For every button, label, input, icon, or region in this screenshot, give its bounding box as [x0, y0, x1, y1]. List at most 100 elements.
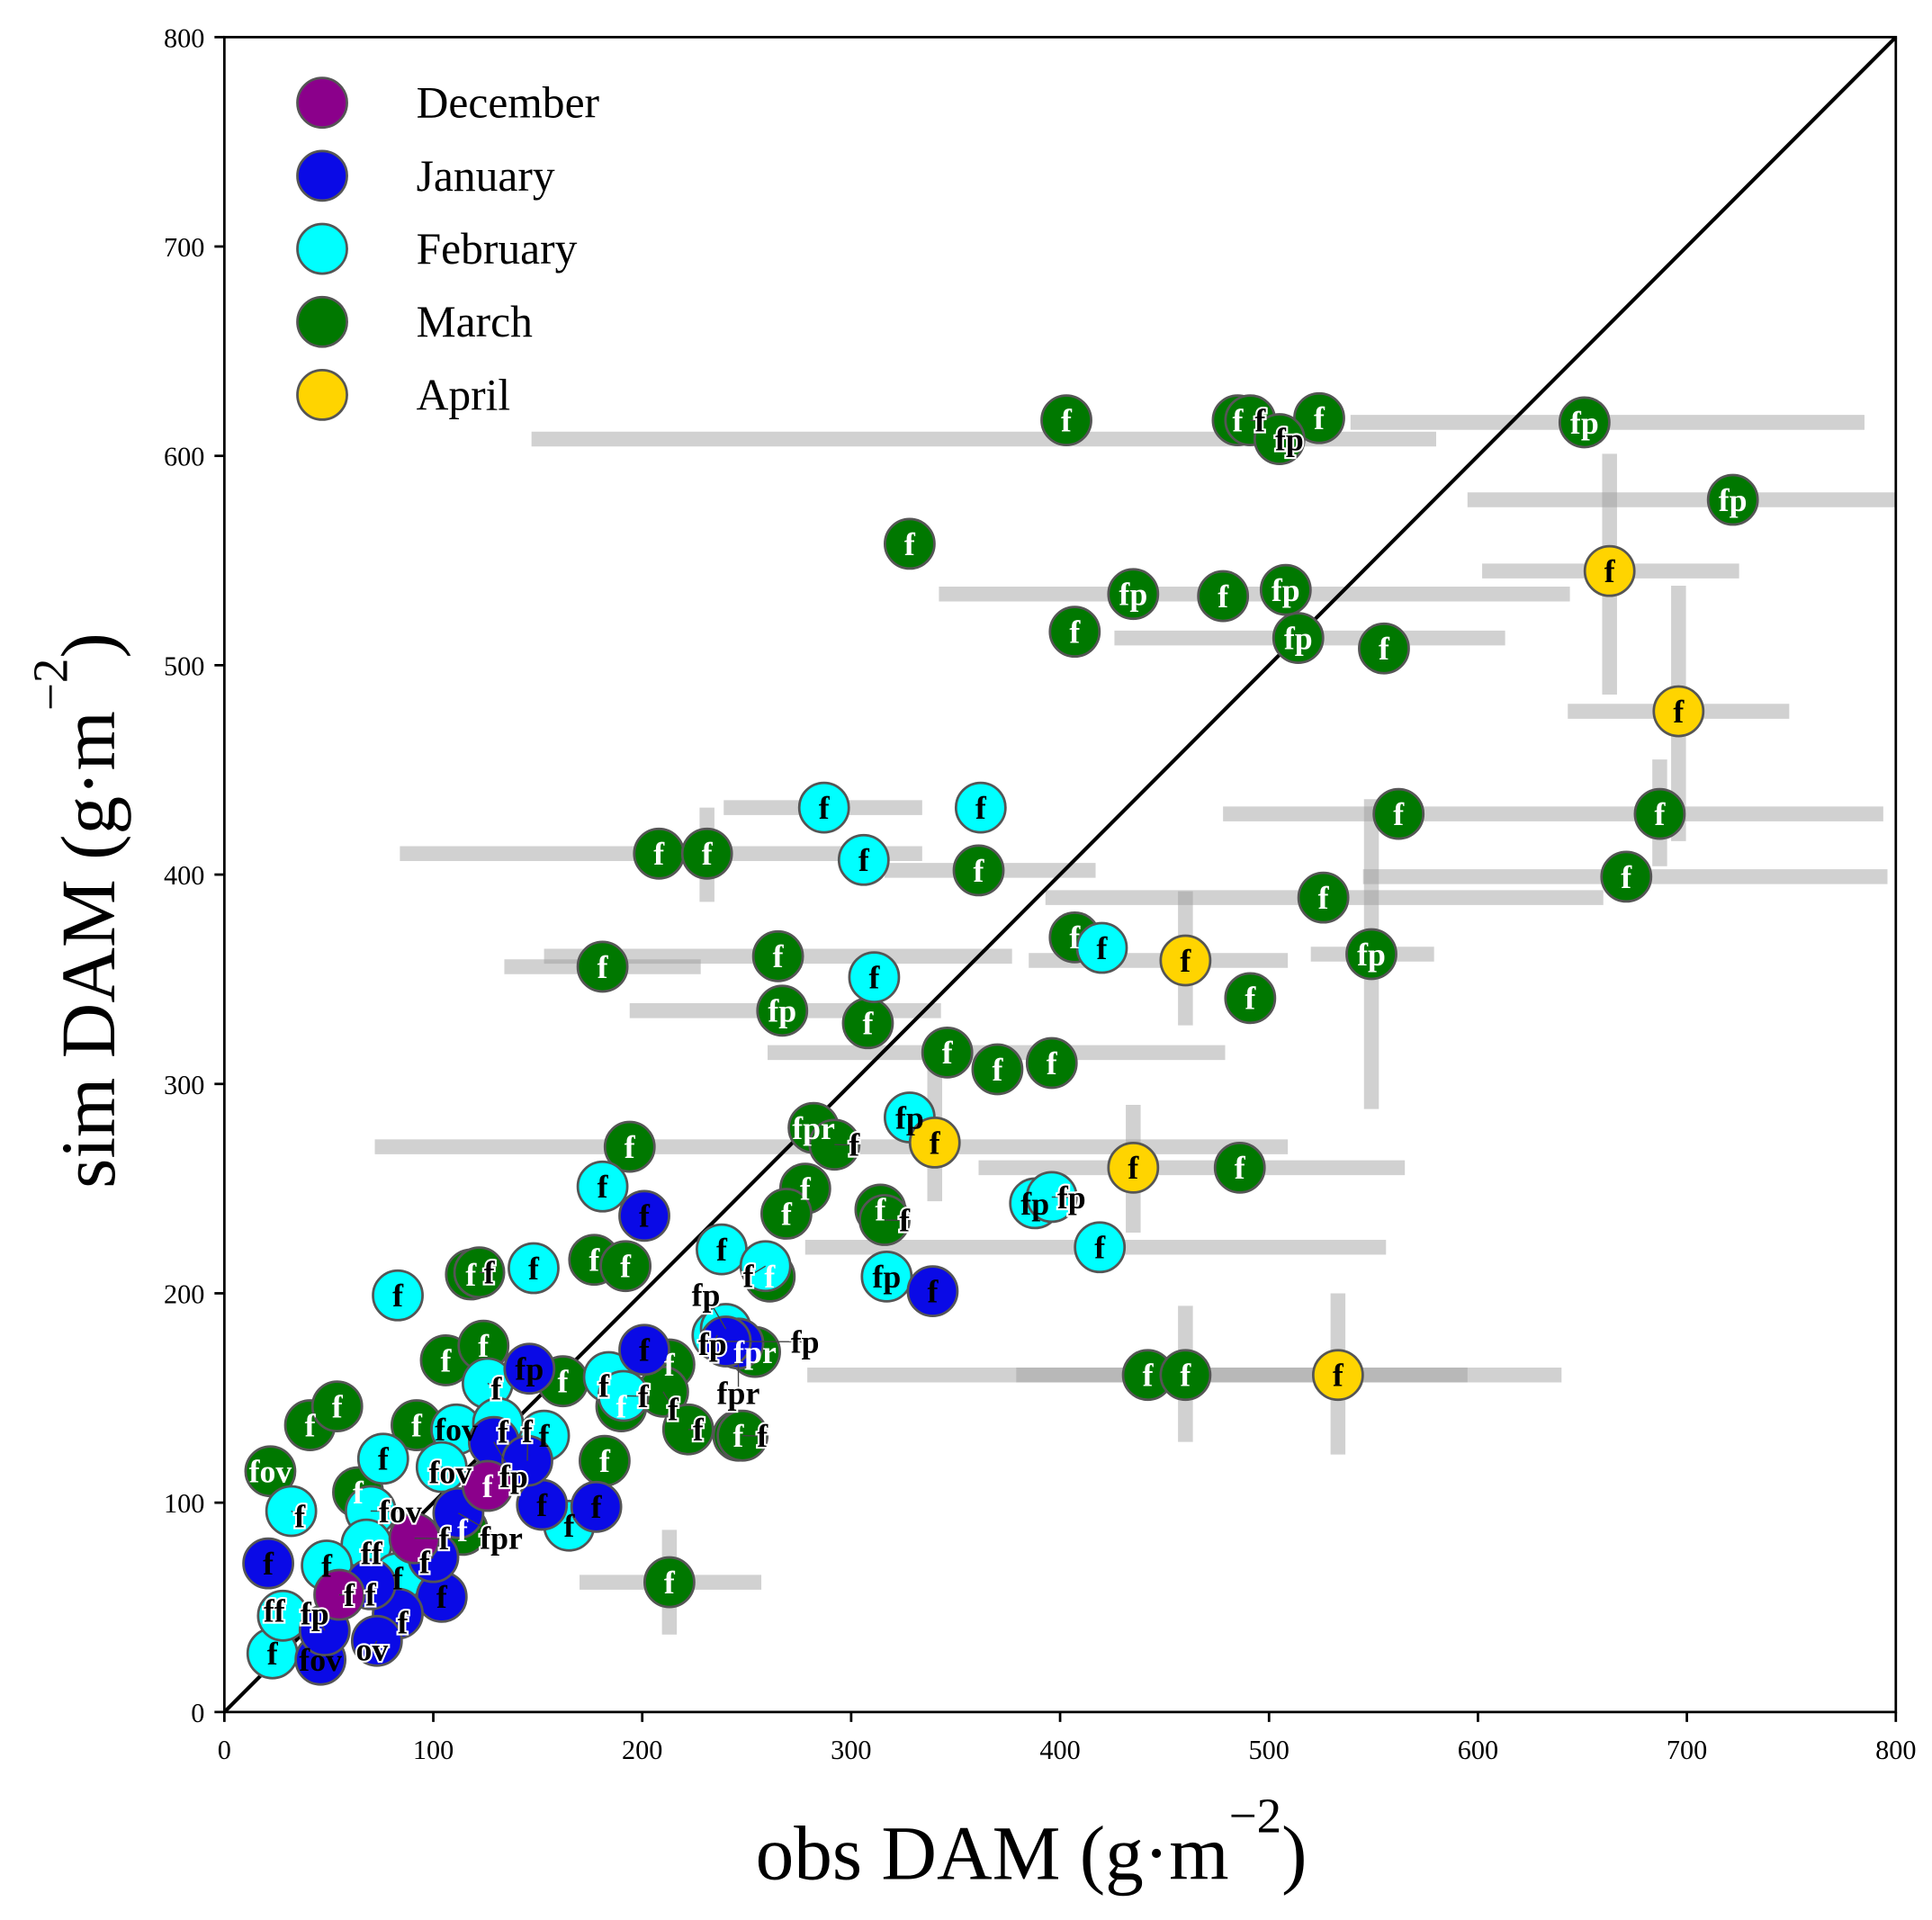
point-label-march: fp [1119, 577, 1147, 613]
y-tick-label: 300 [164, 1070, 204, 1100]
point-label-march: f [1180, 1358, 1191, 1394]
point-label-february: f [868, 959, 880, 995]
point-label-march: fp [768, 993, 796, 1029]
y-tick-label: 100 [164, 1488, 204, 1519]
point-label-march: fpr [792, 1110, 835, 1146]
point-label-february: f [598, 1368, 610, 1404]
point-label-february: fp [895, 1099, 924, 1135]
x-axis-label-close: ) [1281, 1812, 1307, 1897]
point-label-february: f [1094, 1230, 1106, 1266]
point-label-february: f [638, 1378, 650, 1414]
point-marker-march [1213, 1141, 1266, 1194]
point-label-february: fp [698, 1326, 727, 1362]
y-tick-label: 200 [164, 1279, 204, 1309]
x-tick-label: 300 [831, 1735, 871, 1765]
point-label-march: f [904, 526, 916, 562]
point-marker-march [921, 1026, 974, 1079]
point-label-february: f [378, 1441, 390, 1477]
point-marker-march [1025, 1036, 1078, 1090]
point-marker-december [461, 1459, 514, 1512]
x-axis-label: obs DAM (g·m−2) [756, 1788, 1307, 1896]
point-label-march: f [702, 836, 714, 872]
point-label-february: f [858, 842, 870, 878]
point-label-march: f [1318, 880, 1330, 916]
point-label-march: f [305, 1407, 317, 1443]
point-marker-march [1107, 568, 1160, 621]
point-label-january: f [522, 1413, 534, 1449]
point-marker-march [952, 844, 1005, 897]
point-marker-march [1372, 787, 1425, 840]
point-label-january: f [365, 1576, 377, 1612]
legend-marker-february [296, 222, 348, 275]
point-label-february: f [294, 1498, 306, 1534]
point-label-february: f [528, 1251, 540, 1287]
point-label-february: fp [1020, 1186, 1049, 1222]
point-marker-march [1558, 396, 1611, 449]
point-marker-march [1706, 473, 1759, 526]
point-label-march: f [332, 1388, 344, 1424]
point-label-february: fov [429, 1454, 472, 1490]
y-axis-label-text: sim DAM (g·m [47, 711, 131, 1189]
point-marker-january [242, 1537, 294, 1590]
point-marker-march [858, 1194, 911, 1246]
point-label-march: f [353, 1475, 364, 1511]
point-label-february: f [267, 1636, 279, 1672]
point-marker-march [680, 827, 733, 880]
point-marker-april [1159, 934, 1212, 987]
y-axis-label-exponent: −2 [23, 659, 78, 712]
point-marker-february [1074, 1221, 1127, 1274]
point-label-march: f [1235, 1150, 1246, 1186]
point-label-march: fpr [733, 1334, 777, 1370]
y-tick-label: 0 [191, 1698, 204, 1728]
point-marker-february [508, 1242, 560, 1295]
point-label-february: f [392, 1560, 404, 1596]
point-label-december: f [482, 1468, 494, 1504]
point-label-february: f [498, 1414, 509, 1450]
label-leader-line [441, 1467, 451, 1474]
label-leader-line [662, 1391, 675, 1410]
point-label-february: fp [872, 1259, 901, 1295]
point-label-march: fp [1719, 482, 1748, 518]
x-tick-label: 100 [413, 1735, 454, 1765]
point-label-march: f [599, 1443, 611, 1479]
point-label-march: f [773, 938, 785, 974]
point-label-march: f [1061, 402, 1073, 438]
point-marker-march [1345, 928, 1397, 981]
point-label-february: f [819, 790, 831, 826]
point-marker-march [808, 1118, 861, 1171]
point-marker-february [372, 1269, 424, 1322]
point-label-march: f [899, 1202, 911, 1238]
point-marker-march [1040, 394, 1092, 447]
x-tick-label: 400 [1039, 1735, 1080, 1765]
point-marker-march [576, 940, 629, 993]
legend-label-march: March [417, 297, 533, 346]
point-marker-march [1224, 972, 1277, 1025]
point-label-march: fp [1275, 421, 1304, 457]
point-label-march: f [465, 1257, 477, 1293]
point-label-february: f [563, 1508, 575, 1544]
point-label-january: f [927, 1274, 939, 1310]
label-leader-line [705, 1294, 727, 1330]
point-marker-march [643, 1556, 696, 1609]
point-label-march: f [411, 1407, 423, 1443]
label-leader-line [425, 1557, 434, 1564]
point-label-march: f [1314, 400, 1325, 436]
point-label-december: f [344, 1577, 355, 1613]
point-label-march: f [875, 1192, 886, 1228]
point-label-march: f [1232, 402, 1244, 438]
point-label-march: f [1218, 579, 1229, 615]
point-label-february: f [392, 1278, 404, 1314]
point-marker-march [756, 984, 809, 1037]
x-tick-label: 800 [1875, 1735, 1916, 1765]
point-label-march: f [1069, 615, 1081, 650]
point-label-january: fpr [480, 1521, 523, 1557]
label-leader-line [274, 1610, 283, 1617]
point-marker-february [739, 1240, 792, 1293]
point-label-january: f [639, 1332, 651, 1368]
point-label-march: f [1654, 796, 1666, 832]
point-marker-february [848, 951, 901, 1003]
point-marker-march [1358, 622, 1410, 675]
point-label-march: fp [1272, 572, 1300, 608]
point-label-february: f [1097, 930, 1109, 966]
y-tick-label: 400 [164, 860, 204, 891]
